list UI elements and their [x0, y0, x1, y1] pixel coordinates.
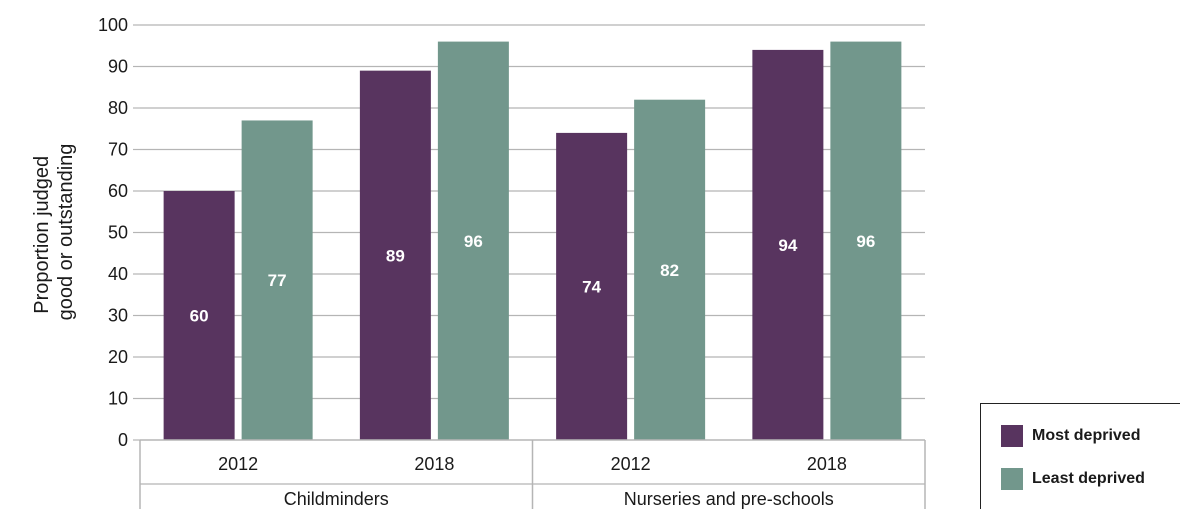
- y-tick-label: 50: [108, 223, 128, 243]
- y-axis-title: Proportion judged good or outstanding: [31, 144, 77, 321]
- legend-item-most-deprived: Most deprived: [1001, 425, 1140, 447]
- y-tick-label: 20: [108, 347, 128, 367]
- x-tick-label: 2012: [611, 454, 651, 474]
- x-tick-label: 2018: [807, 454, 847, 474]
- legend: Most deprived Least deprived: [980, 403, 1180, 509]
- y-tick-label: 100: [98, 15, 128, 35]
- y-tick-label: 40: [108, 264, 128, 284]
- x-tick-label: 2012: [218, 454, 258, 474]
- bar-value-label: 60: [190, 307, 209, 326]
- x-group-label: Nurseries and pre-schools: [624, 489, 834, 509]
- bar-least-deprived: [830, 41, 902, 440]
- bars: [163, 41, 902, 441]
- legend-label-least-deprived: Least deprived: [1032, 470, 1145, 487]
- bar-most-deprived: [359, 70, 431, 441]
- bar-value-label: 96: [464, 232, 483, 251]
- y-tick-label: 0: [118, 430, 128, 450]
- x-axis: 2012 2018 2012 2018 Childminders Nurseries an…: [139, 439, 926, 509]
- bar-value-label: 77: [268, 271, 287, 290]
- bar-most-deprived: [752, 49, 824, 441]
- bar-most-deprived: [556, 132, 628, 440]
- y-tick-label: 60: [108, 181, 128, 201]
- bar-least-deprived: [437, 41, 509, 440]
- y-tick-label: 80: [108, 98, 128, 118]
- y-axis-title-line-2: good or outstanding: [55, 144, 77, 321]
- y-axis-title-line-1: Proportion judged: [31, 156, 53, 314]
- bar-value-label: 89: [386, 246, 405, 265]
- legend-swatch-least-deprived: [1001, 468, 1023, 490]
- bar-value-labels: 60 77 89 96 74 82 94 96: [190, 232, 876, 326]
- y-axis-ticks: 0 10 20 30 40 50 60 70 80 90 100: [98, 15, 140, 450]
- legend-swatch-most-deprived: [1001, 425, 1023, 447]
- x-tick-label: 2018: [414, 454, 454, 474]
- bar-least-deprived: [634, 99, 706, 440]
- legend-label-most-deprived: Most deprived: [1032, 427, 1141, 444]
- bar-least-deprived: [241, 120, 313, 440]
- legend-item-least-deprived: Least deprived: [1001, 468, 1145, 490]
- y-tick-label: 70: [108, 140, 128, 160]
- bar-value-label: 94: [778, 236, 797, 255]
- bar-most-deprived: [163, 191, 235, 440]
- y-tick-label: 90: [108, 57, 128, 77]
- bar-value-label: 82: [660, 261, 679, 280]
- y-tick-label: 30: [108, 306, 128, 326]
- bar-value-label: 74: [582, 277, 601, 296]
- x-group-label: Childminders: [284, 489, 389, 509]
- bar-value-label: 96: [856, 232, 875, 251]
- y-tick-label: 10: [108, 389, 128, 409]
